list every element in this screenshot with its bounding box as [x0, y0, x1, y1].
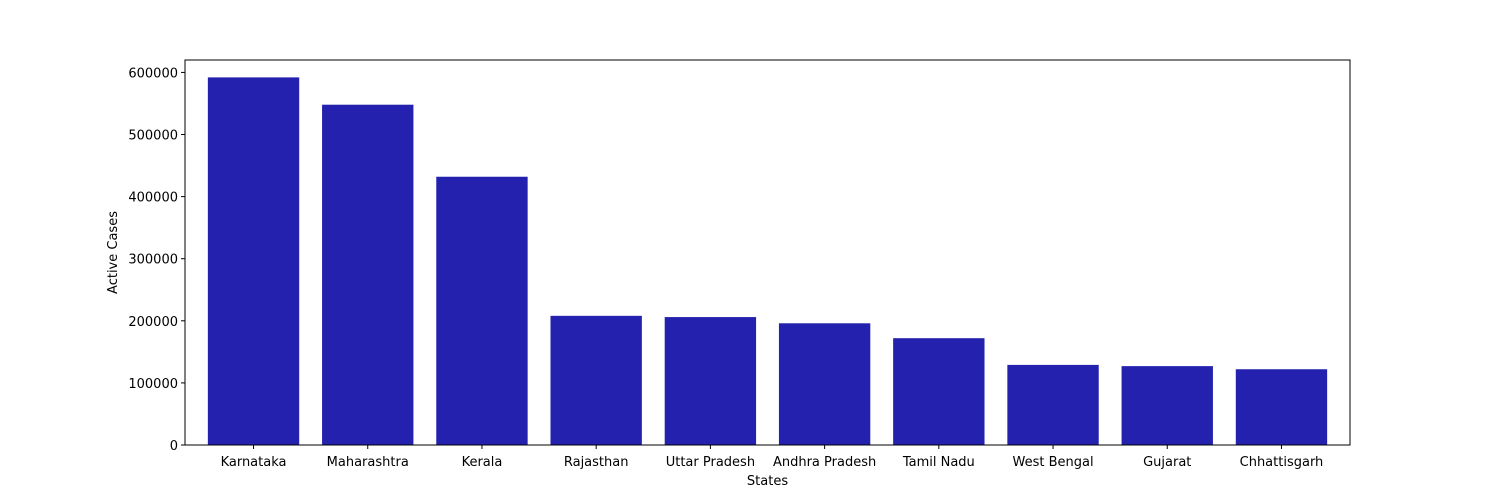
bar-west-bengal: [1007, 364, 1099, 445]
plot-frame: [184, 59, 1351, 446]
y-axis-label: Active Cases: [106, 211, 121, 294]
y-tick-label: 500000: [128, 129, 178, 144]
x-tick-label: Karnataka: [221, 455, 287, 470]
x-tick-label: Chhattisgarh: [1240, 455, 1324, 470]
bar-chhattisgarh: [1235, 369, 1328, 445]
bar-karnataka: [207, 77, 300, 446]
x-tick-label: Kerala: [462, 455, 503, 470]
y-tick-label: 400000: [128, 191, 178, 206]
x-axis-label: States: [747, 474, 788, 489]
y-tick-label: 100000: [128, 377, 178, 392]
x-tick-label: Andhra Pradesh: [773, 455, 876, 470]
bar-andhra-pradesh: [778, 323, 871, 445]
x-tick-label: Maharashtra: [327, 455, 409, 470]
x-tick-label: Gujarat: [1143, 455, 1191, 470]
bar-gujarat: [1121, 366, 1213, 445]
x-tick-label: West Bengal: [1012, 455, 1093, 470]
x-axis: Karnataka Maharashtra Kerala Rajasthan Uttar…: [221, 445, 1324, 470]
y-tick-label: 600000: [128, 66, 178, 81]
y-tick-label: 200000: [128, 315, 178, 330]
y-tick-label: 300000: [128, 253, 178, 268]
x-tick-label: Tamil Nadu: [902, 455, 975, 470]
bar-tamil-nadu: [893, 338, 985, 445]
x-tick-label: Uttar Pradesh: [666, 455, 755, 470]
bar-kerala: [436, 176, 528, 445]
bars-group: [207, 77, 1328, 446]
bar-rajasthan: [550, 315, 642, 445]
x-tick-label: Rajasthan: [564, 455, 629, 470]
bar-uttar-pradesh: [664, 317, 757, 445]
bar-maharashtra: [322, 104, 414, 445]
y-tick-label: 0: [170, 439, 178, 454]
y-axis: 0 100000 200000 300000 400000 500000 600000: [128, 66, 185, 454]
